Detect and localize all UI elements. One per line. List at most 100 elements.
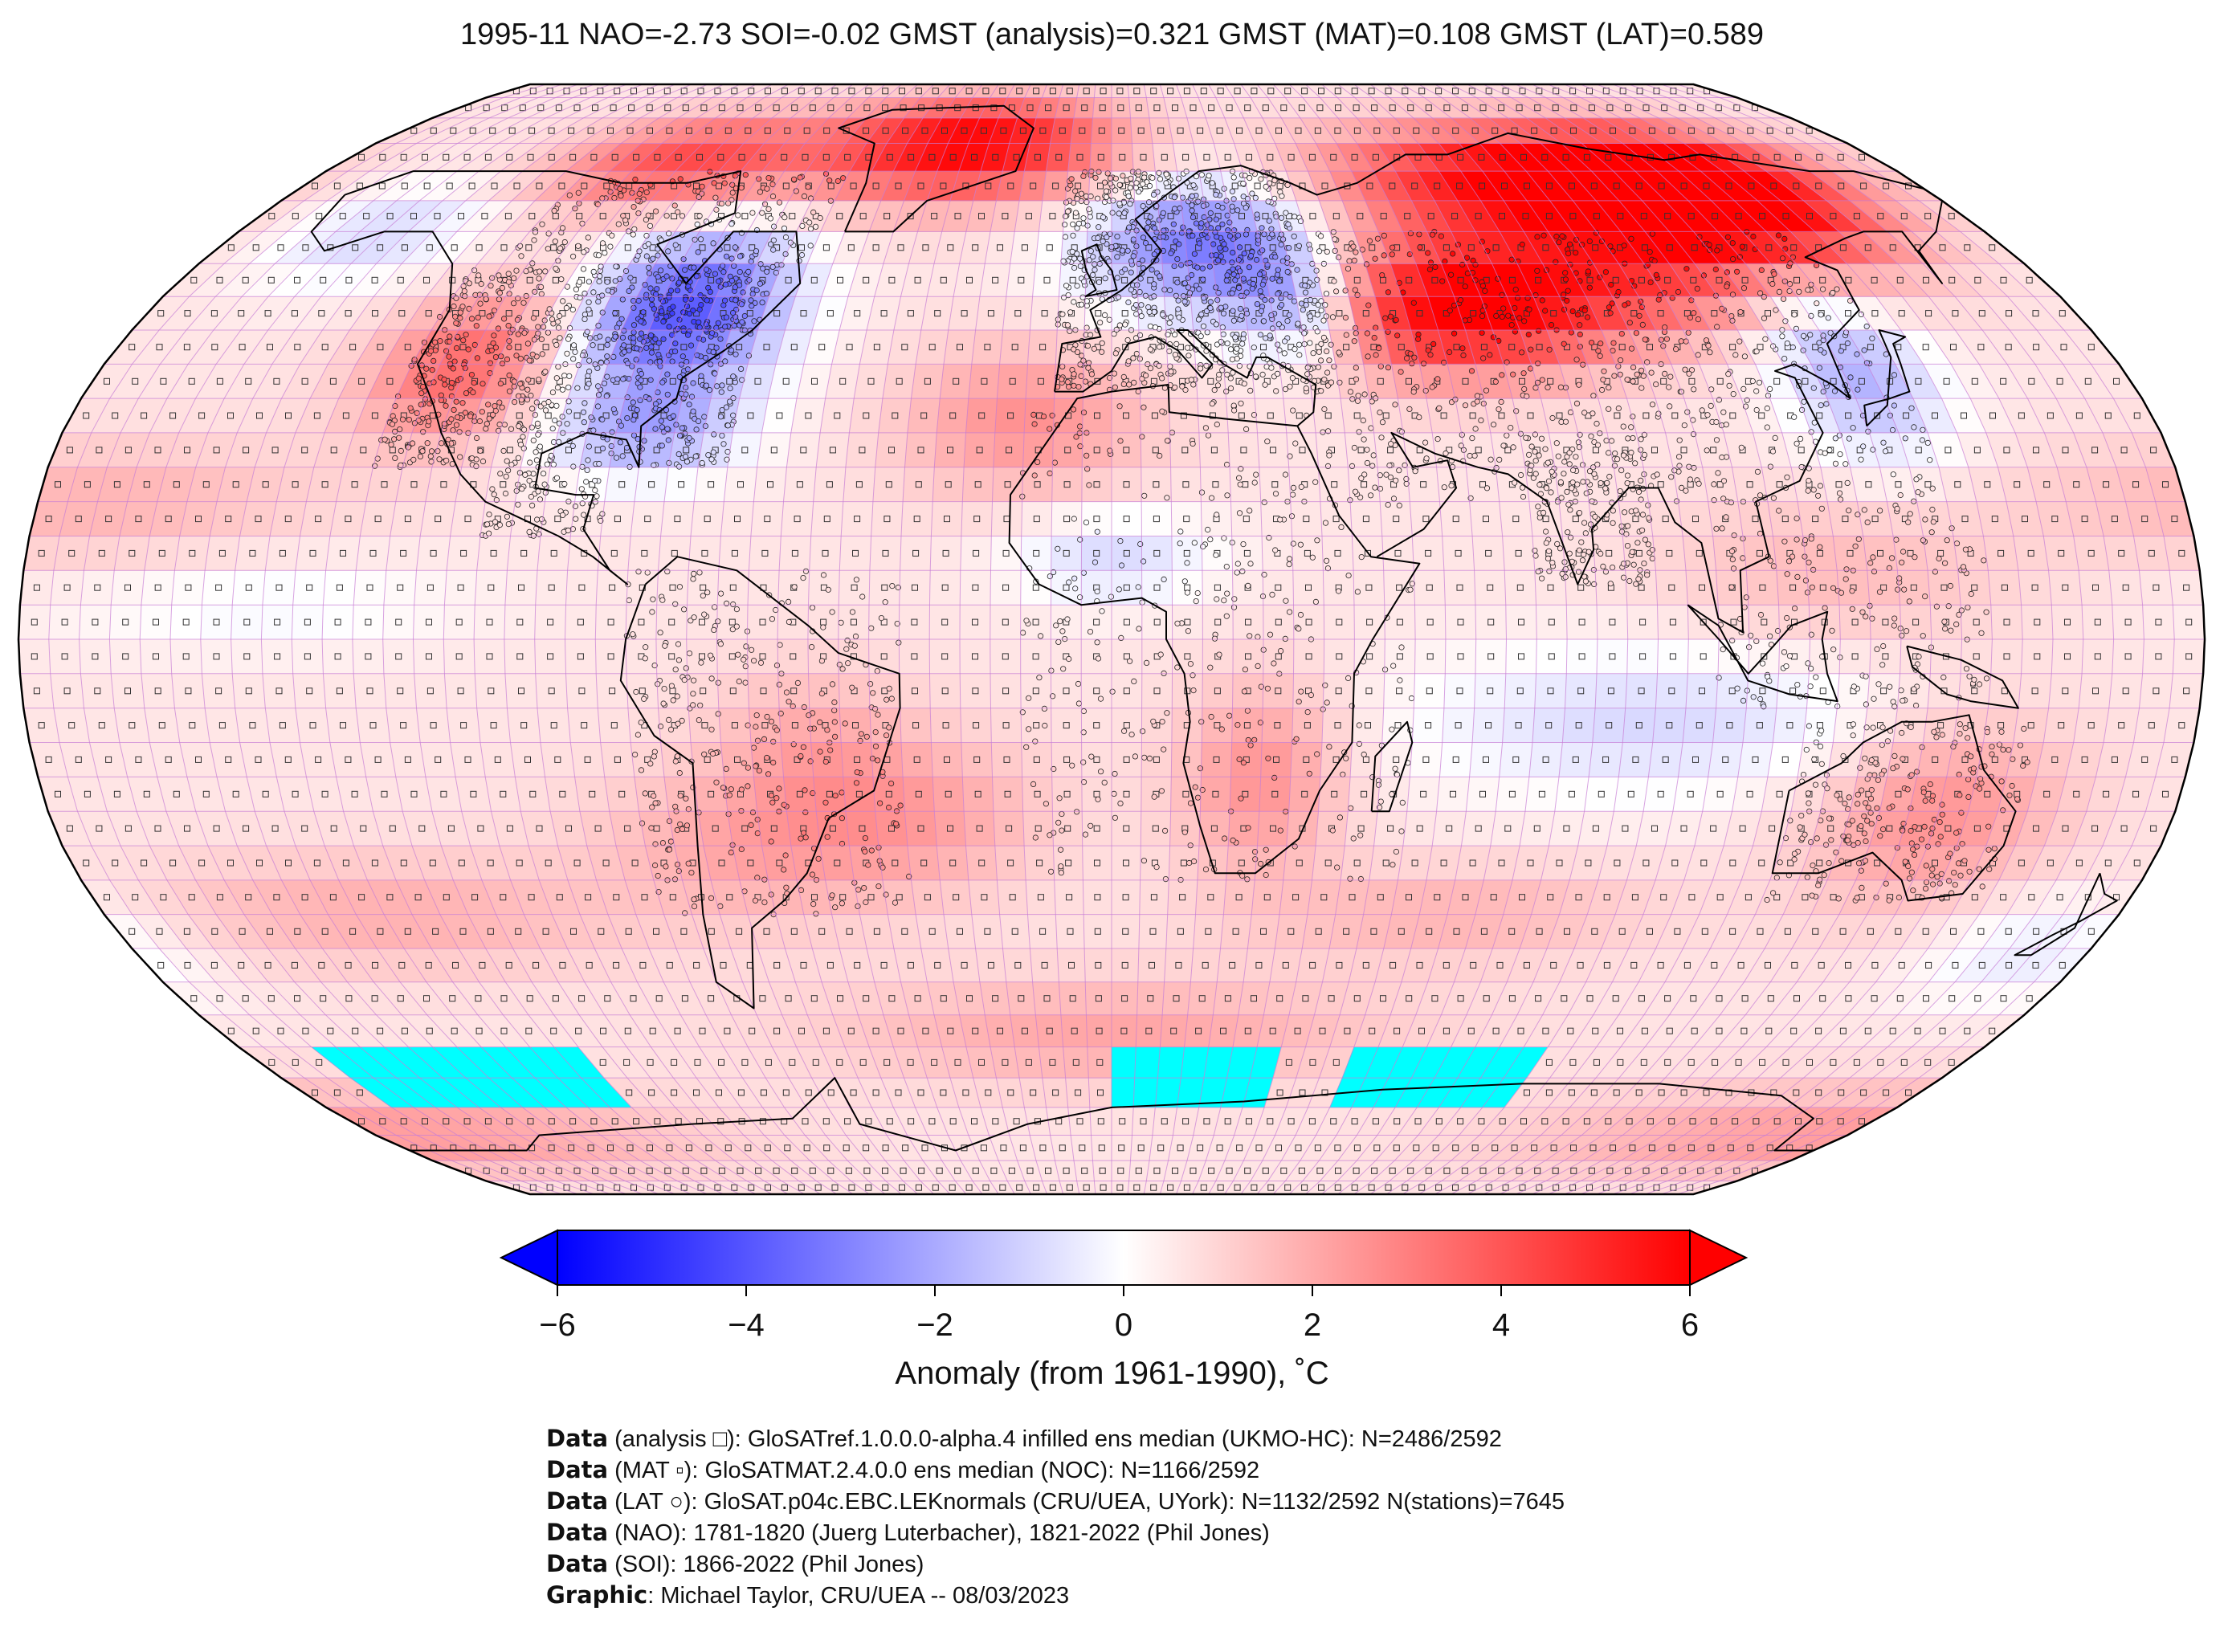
grid-cell [1111, 536, 1142, 571]
grid-cell [235, 536, 271, 571]
grid-cell [390, 501, 426, 536]
grid-cell [838, 673, 871, 709]
grid-cell [1111, 432, 1142, 468]
grid-cell [291, 638, 324, 675]
grid-cell [1439, 501, 1473, 536]
grid-cell [1227, 432, 1260, 468]
grid-cell [1070, 117, 1093, 144]
grid-cell [295, 536, 331, 571]
grid-cell [141, 569, 175, 606]
grid-cell [1592, 708, 1626, 743]
grid-cell [1070, 1135, 1093, 1161]
grid-cell [749, 536, 781, 571]
grid-cell [1436, 777, 1470, 812]
grid-cell [1089, 143, 1112, 172]
grid-cell [291, 604, 324, 640]
grid-cell [355, 536, 391, 571]
grid-cell [386, 708, 421, 743]
grid-cell [1987, 569, 2022, 606]
grid-cell [1863, 536, 1898, 571]
grid-cell [231, 569, 266, 606]
grid-cell [1672, 777, 1709, 812]
grid-cell [1678, 742, 1713, 777]
grid-cell [18, 604, 51, 640]
grid-cell [540, 742, 575, 777]
grid-cell [783, 467, 817, 502]
grid-cell [1051, 467, 1083, 502]
grid-cell [1990, 604, 2023, 640]
grid-cell [261, 638, 294, 675]
grid-cell [1321, 536, 1354, 571]
grid-cell [1138, 914, 1169, 949]
grid-cell [1402, 810, 1437, 846]
grid-cell [1259, 777, 1292, 812]
grid-cell [882, 879, 916, 915]
grid-cell [960, 536, 992, 571]
grid-cell [1802, 536, 1838, 571]
grid-cell [1229, 777, 1262, 812]
grid-cell [534, 638, 566, 675]
grid-cell [2112, 638, 2144, 675]
grid-cell [1565, 638, 1598, 675]
grid-cell [660, 501, 695, 536]
grid-cell [1130, 1135, 1153, 1161]
grid-cell [1010, 231, 1039, 264]
grid-cell [1536, 638, 1568, 675]
grid-cell [1111, 914, 1141, 949]
grid-cell [574, 467, 610, 502]
grid-cell [50, 569, 84, 606]
grid-cell [473, 604, 506, 640]
grid-cell [963, 810, 996, 846]
grid-cell [936, 845, 969, 881]
grid-cell [1312, 398, 1345, 434]
grid-cell [999, 914, 1030, 949]
grid-cell [1111, 467, 1142, 502]
grid-cell [476, 708, 511, 743]
grid-cell [928, 604, 961, 640]
grid-cell [1081, 536, 1112, 571]
grid-cell [1127, 84, 1147, 98]
grid-cell [473, 638, 506, 675]
grid-cell [1596, 638, 1629, 675]
grid-cell [595, 673, 629, 709]
grid-cell [1054, 879, 1084, 915]
grid-cell [1006, 263, 1036, 297]
grid-cell [80, 569, 115, 606]
grid-cell [1409, 742, 1443, 777]
grid-cell [899, 604, 930, 640]
grid-cell [446, 536, 481, 571]
grid-cell [1657, 604, 1689, 640]
grid-cell [535, 569, 568, 606]
grid-cell [1797, 501, 1834, 536]
grid-cell [1091, 1135, 1112, 1161]
grid-cell [1502, 536, 1536, 571]
grid-cell [2172, 604, 2205, 640]
grid-cell [2103, 708, 2140, 743]
grid-cell [658, 536, 692, 571]
grid-cell [961, 777, 994, 812]
grid-cell [1170, 467, 1202, 502]
grid-cell [1027, 329, 1058, 365]
grid-cell [1094, 84, 1112, 98]
grid-cell [1230, 742, 1263, 777]
grid-cell [1648, 501, 1683, 536]
grid-cell [718, 536, 752, 571]
grid-cell [1983, 708, 2019, 743]
grid-cell [2169, 673, 2204, 709]
grid-cell [778, 708, 812, 743]
grid-cell [997, 364, 1028, 399]
grid-cell [975, 296, 1007, 331]
grid-cell [663, 467, 699, 502]
grid-cell [109, 638, 142, 675]
grid-cell [1505, 638, 1537, 675]
grid-cell [1094, 1181, 1112, 1194]
grid-cell [931, 501, 963, 536]
grid-cell [1025, 879, 1056, 915]
grid-cell [1141, 638, 1173, 675]
grid-cell [1198, 432, 1230, 468]
grid-cell [53, 536, 90, 571]
grid-cell [353, 569, 387, 606]
grid-cell [1169, 810, 1201, 846]
grid-cell [1471, 536, 1505, 571]
grid-cell [1923, 536, 1959, 571]
